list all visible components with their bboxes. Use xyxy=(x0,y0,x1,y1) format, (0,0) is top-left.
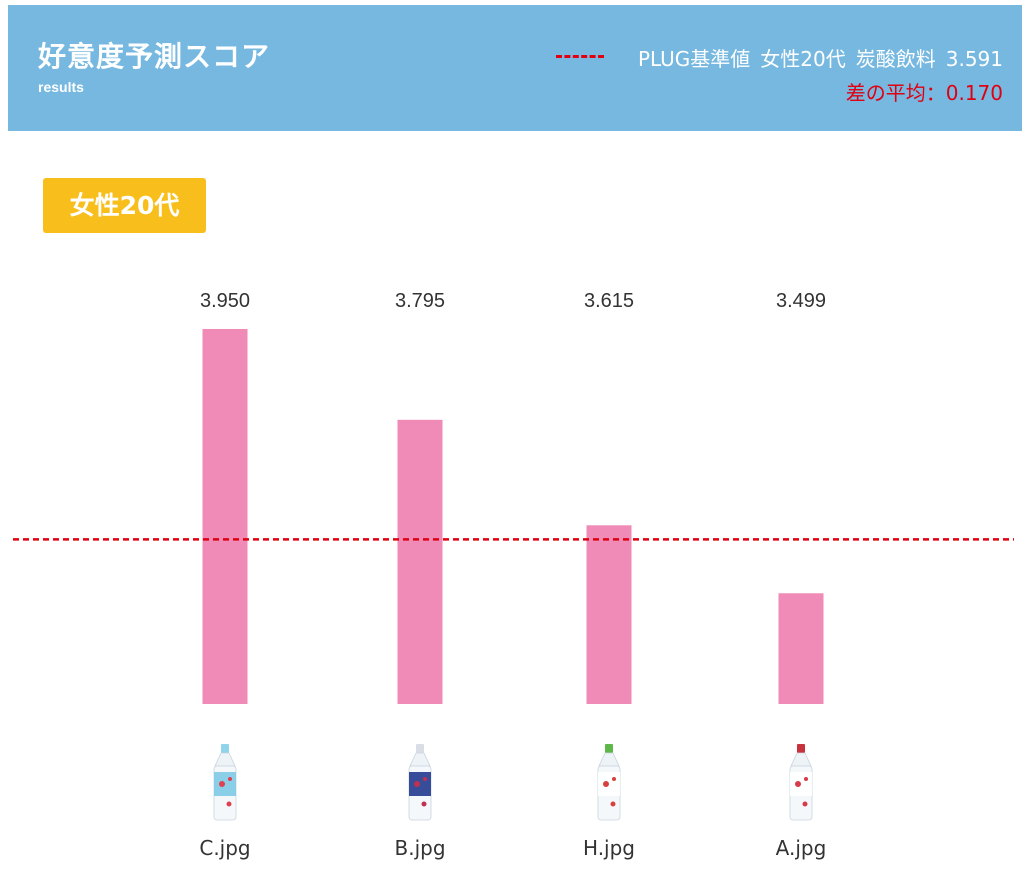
average-difference: 差の平均：0.170 xyxy=(845,81,1003,105)
category-label: A.jpg xyxy=(776,836,827,860)
header-banner: 好意度予測スコア results PLUG基準値 女性20代 炭酸飲料 3.591 差… xyxy=(8,5,1022,131)
page-title: 好意度予測スコア xyxy=(38,40,271,73)
category-label: H.jpg xyxy=(583,836,635,860)
page-subtitle: results xyxy=(38,79,84,95)
segment-badge: 女性20代 xyxy=(43,178,206,233)
category-label: C.jpg xyxy=(199,836,250,860)
category-label: B.jpg xyxy=(394,836,445,860)
value-label: 3.795 xyxy=(395,290,445,312)
baseline-legend-segment: 女性20代 xyxy=(760,47,846,71)
bar-C-jpg xyxy=(202,329,248,704)
product-thumbnail xyxy=(213,744,237,821)
baseline-legend-line xyxy=(556,55,604,58)
value-label: 3.615 xyxy=(584,290,634,312)
baseline-legend-value: 3.591 xyxy=(945,47,1003,71)
value-label: 3.499 xyxy=(776,290,826,312)
baseline-legend: PLUG基準値 女性20代 炭酸飲料 3.591 xyxy=(628,43,1003,72)
value-label: 3.950 xyxy=(200,290,250,312)
product-thumbnail xyxy=(597,744,621,821)
product-thumbnail xyxy=(408,744,432,821)
baseline-legend-category: 炭酸飲料 xyxy=(855,47,936,71)
bar-H-jpg xyxy=(586,525,632,704)
product-thumbnail xyxy=(789,744,813,821)
baseline-legend-label: PLUG基準値 xyxy=(637,47,751,71)
bar-A-jpg xyxy=(778,593,824,704)
bar-B-jpg xyxy=(397,419,443,704)
